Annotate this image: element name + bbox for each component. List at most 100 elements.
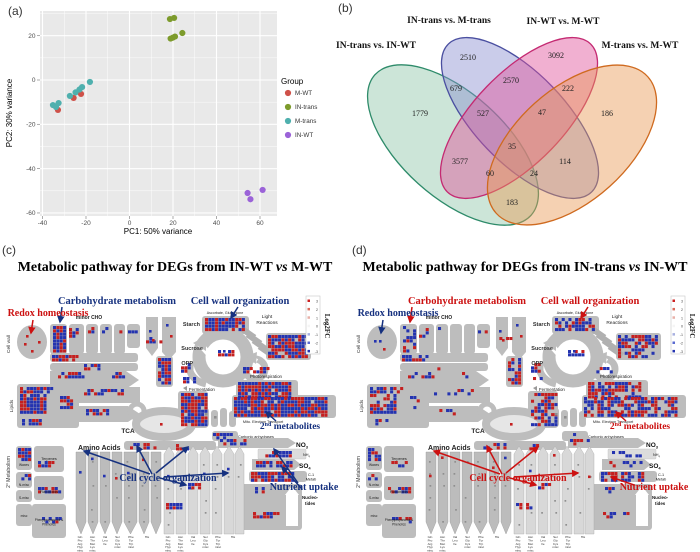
pathway-map: Metabolic pathway for DEGs from IN-trans… bbox=[356, 260, 696, 552]
svg-text:Hyp: Hyp bbox=[515, 545, 521, 549]
svg-text:Light: Light bbox=[262, 314, 273, 320]
svg-text:3092: 3092 bbox=[548, 51, 564, 60]
legend-swatch-IN-WT bbox=[284, 131, 292, 139]
svg-text:Trp: Trp bbox=[129, 542, 134, 546]
svg-text:Tyr: Tyr bbox=[129, 538, 133, 542]
svg-text:Pro: Pro bbox=[166, 538, 171, 542]
svg-text:Phe: Phe bbox=[565, 535, 571, 539]
svg-text:Trp: Trp bbox=[566, 542, 571, 546]
svg-text:Pro: Pro bbox=[78, 538, 83, 542]
venn-ellipse-set-C bbox=[439, 36, 599, 200]
pathway-map: Metabolic pathway for DEGs from IN-WT vs… bbox=[6, 260, 339, 552]
svg-text:Sucrose: Sucrose bbox=[181, 346, 203, 352]
svg-text:NO3: NO3 bbox=[646, 442, 659, 449]
data-point-M-trans bbox=[55, 99, 62, 107]
svg-text:Asn: Asn bbox=[90, 535, 96, 539]
panel-d-label: (d) bbox=[352, 243, 367, 257]
data-point-IN-trans bbox=[170, 14, 178, 22]
svg-text:1: 1 bbox=[681, 316, 683, 320]
svg-text:S-misc: S-misc bbox=[19, 496, 29, 500]
svg-text:Ile: Ile bbox=[191, 542, 195, 546]
annotation-cell-wall-organization: Cell wall organization bbox=[191, 296, 290, 307]
svg-text:0: 0 bbox=[128, 220, 132, 227]
svg-text:misc: misc bbox=[77, 549, 84, 552]
svg-text:Sucrose: Sucrose bbox=[531, 346, 553, 352]
svg-text:Val: Val bbox=[103, 535, 108, 539]
pathway-panel-intrans-vs-inwt: Metabolic pathway for DEGs from IN-trans… bbox=[350, 240, 700, 552]
svg-text:Gln: Gln bbox=[516, 535, 521, 539]
svg-text:N-misc: N-misc bbox=[19, 483, 30, 487]
svg-text:-1: -1 bbox=[680, 333, 683, 337]
svg-text:Gly: Gly bbox=[203, 538, 208, 542]
svg-text:186: 186 bbox=[601, 109, 613, 118]
annotation-redox-homeostasis: Redox homeostasis bbox=[8, 308, 89, 319]
legend-swatch-M-WT bbox=[284, 89, 292, 97]
svg-text:3: 3 bbox=[316, 300, 318, 304]
svg-text:-1: -1 bbox=[315, 333, 318, 337]
svg-text:Met: Met bbox=[178, 542, 183, 546]
annotation-2nd-metabolites: 2nd metabolites bbox=[260, 422, 321, 432]
venn-ellipse-set-D bbox=[486, 64, 658, 226]
svg-text:Phe: Phe bbox=[478, 535, 484, 539]
svg-text:misc: misc bbox=[439, 549, 446, 552]
annotation-nutrient-uptake: Nutrient uptake bbox=[270, 482, 339, 493]
svg-text:Cell wall: Cell wall bbox=[6, 335, 12, 353]
svg-text:Lys: Lys bbox=[178, 545, 183, 549]
svg-text:Amino Acids: Amino Acids bbox=[428, 445, 471, 452]
svg-text:3577: 3577 bbox=[452, 157, 468, 166]
annotation-2nd-metabolites: 2nd metabolites bbox=[610, 422, 671, 432]
svg-text:misc: misc bbox=[527, 549, 534, 552]
svg-text:Ile: Ile bbox=[103, 542, 107, 546]
svg-text:Cys: Cys bbox=[465, 542, 471, 546]
svg-text:Cell wall: Cell wall bbox=[356, 335, 362, 353]
data-point-IN-WT bbox=[259, 186, 266, 194]
svg-text:Nucleo-: Nucleo- bbox=[302, 495, 319, 500]
svg-text:Arg: Arg bbox=[166, 542, 171, 546]
svg-text:Ascorbate, Glutathione: Ascorbate, Glutathione bbox=[207, 311, 244, 315]
svg-text:Ser: Ser bbox=[553, 535, 558, 539]
svg-text:Hyp: Hyp bbox=[165, 545, 171, 549]
svg-text:Log2FC: Log2FC bbox=[323, 314, 331, 339]
svg-text:Flavonoids: Flavonoids bbox=[390, 490, 408, 494]
pca-scatter-panel: -40 -20 0 20 40 60 20 0 -20 -40 -60 PC1: 50% varian… bbox=[0, 0, 332, 240]
svg-text:Thr: Thr bbox=[528, 538, 533, 542]
svg-text:SO4: SO4 bbox=[649, 463, 661, 470]
svg-text:Arg: Arg bbox=[516, 542, 521, 546]
svg-text:Val: Val bbox=[191, 535, 196, 539]
svg-text:Tyr: Tyr bbox=[566, 538, 570, 542]
svg-text:Pro: Pro bbox=[516, 538, 521, 542]
svg-text:Arg: Arg bbox=[428, 542, 433, 546]
svg-text:NH4: NH4 bbox=[653, 453, 660, 458]
svg-text:IN-trans: IN-trans bbox=[295, 104, 317, 111]
svg-text:1779: 1779 bbox=[412, 109, 428, 118]
svg-text:Photorespiration: Photorespiration bbox=[600, 374, 633, 379]
pathway-title: Metabolic pathway for DEGs from IN-trans… bbox=[363, 260, 689, 275]
svg-text:Lys: Lys bbox=[528, 545, 533, 549]
svg-text:-40: -40 bbox=[26, 166, 36, 173]
svg-text:-40: -40 bbox=[38, 220, 48, 227]
svg-text:Leu: Leu bbox=[452, 538, 457, 542]
svg-text:misc: misc bbox=[464, 545, 471, 549]
svg-text:Reactions: Reactions bbox=[606, 320, 628, 326]
svg-text:2510: 2510 bbox=[460, 53, 476, 62]
svg-text:-2: -2 bbox=[315, 342, 318, 346]
svg-text:Waxes: Waxes bbox=[19, 463, 29, 467]
svg-text:-20: -20 bbox=[81, 220, 91, 227]
data-point-M-trans bbox=[66, 92, 74, 100]
svg-text:minor CHO: minor CHO bbox=[76, 315, 103, 321]
svg-text:S-misc: S-misc bbox=[369, 496, 379, 500]
svg-text:Pro: Pro bbox=[428, 538, 433, 542]
svg-text:Gln: Gln bbox=[78, 535, 83, 539]
annotation-carbohydrate-metabolism: Carbohydrate metabolism bbox=[408, 296, 526, 307]
svg-text:misc: misc bbox=[202, 545, 209, 549]
svg-text:Cys: Cys bbox=[203, 542, 209, 546]
svg-text:Leu: Leu bbox=[540, 538, 545, 542]
svg-text:Leu: Leu bbox=[190, 538, 195, 542]
svg-text:PC1: 50% variance: PC1: 50% variance bbox=[124, 227, 193, 236]
svg-text:IN-WT vs. M-WT: IN-WT vs. M-WT bbox=[527, 17, 601, 27]
svg-text:Tyr: Tyr bbox=[216, 538, 220, 542]
svg-text:Log2FC: Log2FC bbox=[688, 314, 696, 339]
svg-text:Phe: Phe bbox=[128, 535, 134, 539]
svg-text:PC2: 30% variance: PC2: 30% variance bbox=[5, 78, 14, 147]
